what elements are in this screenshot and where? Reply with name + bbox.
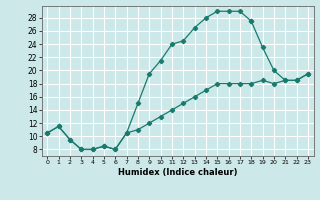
X-axis label: Humidex (Indice chaleur): Humidex (Indice chaleur) [118,168,237,177]
